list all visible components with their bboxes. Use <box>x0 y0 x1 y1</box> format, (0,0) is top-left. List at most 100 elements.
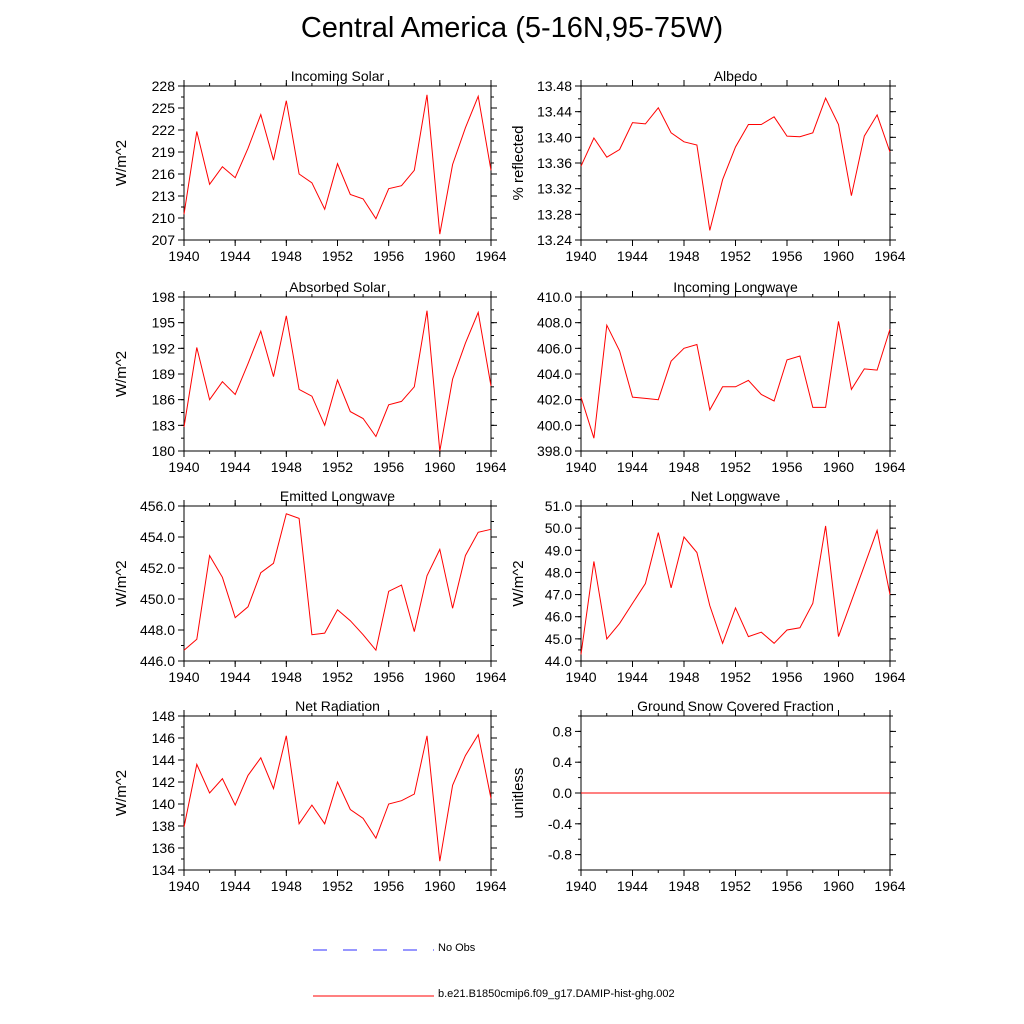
panel-6-ytick-label: 138 <box>152 818 176 834</box>
panel-1-ylabel: % reflected <box>510 125 527 200</box>
panel-4-xtick-label: 1940 <box>168 669 199 685</box>
panel-6-plot-frame <box>183 715 492 871</box>
panel-2-xtick-label: 1948 <box>271 459 302 475</box>
panel-1-xtick-label: 1948 <box>668 248 699 264</box>
panel-7-ytick-label: 0.8 <box>553 723 573 739</box>
legend-label-model: b.e21.B1850cmip6.f09_g17.DAMIP-hist-ghg.… <box>438 988 675 1000</box>
panel-0-ytick-label: 225 <box>152 100 176 116</box>
panel-0-title: Incoming Solar <box>291 68 385 84</box>
panel-6-series-line-0 <box>183 733 492 862</box>
panel-6-title: Net Radiation <box>295 698 380 714</box>
panel-5-xtick-label: 1960 <box>823 669 854 685</box>
panel-3-xtick-label: 1940 <box>565 459 596 475</box>
panel-5-ytick-label: 49.0 <box>545 542 572 558</box>
panel-5-ytick-label: 48.0 <box>545 564 572 580</box>
panel-1-ytick-label: 13.28 <box>537 206 572 222</box>
panel-0-xtick-label: 1948 <box>271 248 302 264</box>
panel-3-title: Incoming Longwave <box>673 279 798 295</box>
panel-5-ytick-label: 50.0 <box>545 520 572 536</box>
panel-0-ylabel: W/m^2 <box>113 140 130 186</box>
panel-1-xtick-label: 1960 <box>823 248 854 264</box>
page-title: Central America (5-16N,95-75W) <box>300 12 724 44</box>
panel-4-xtick-label: 1952 <box>322 669 353 685</box>
panel-2-ytick-label: 192 <box>152 340 176 356</box>
panel-1-xtick-label: 1952 <box>720 248 751 264</box>
panel-1-title: Albedo <box>714 68 758 84</box>
panel-0-xtick-label: 1944 <box>220 248 251 264</box>
panel-7-ytick-label: -0.8 <box>548 847 572 863</box>
panel-3-ytick-label: 398.0 <box>537 443 572 459</box>
panel-2-xtick-label: 1952 <box>322 459 353 475</box>
panel-1-xtick-label: 1940 <box>565 248 596 264</box>
panel-2-ytick-label: 195 <box>152 315 176 331</box>
panel-1-ytick-label: 13.36 <box>537 155 572 171</box>
panel-3-ytick-label: 408.0 <box>537 315 572 331</box>
panel-5-ylabel: W/m^2 <box>510 560 527 606</box>
panel-6-ytick-label: 144 <box>152 752 176 768</box>
panel-1-ytick-label: 13.32 <box>537 181 572 197</box>
panel-1-ytick-label: 13.24 <box>537 232 572 248</box>
panel-1-series-line-0 <box>580 96 891 231</box>
panel-5-ytick-label: 44.0 <box>545 653 572 669</box>
panel-5-series-line-0 <box>580 525 891 655</box>
panel-4-ytick-label: 448.0 <box>140 622 175 638</box>
legend-entry-model: b.e21.B1850cmip6.f09_g17.DAMIP-hist-ghg.… <box>310 986 1010 1006</box>
panel-6-ytick-label: 140 <box>152 796 176 812</box>
panel-1-ytick-label: 13.44 <box>537 104 572 120</box>
panel-1-xtick-label: 1964 <box>874 248 905 264</box>
panel-0-xtick-label: 1940 <box>168 248 199 264</box>
panel-4-ytick-label: 454.0 <box>140 529 175 545</box>
panel-3-series-line-0 <box>580 321 891 439</box>
panel-6-xtick-label: 1960 <box>424 878 455 894</box>
panel-4-plot-frame <box>183 505 492 662</box>
panel-7-xtick-label: 1960 <box>823 878 854 894</box>
panel-5-xtick-label: 1940 <box>565 669 596 685</box>
panel-0-ytick-label: 228 <box>152 78 176 94</box>
panel-2-ytick-label: 183 <box>152 417 176 433</box>
panel-5-ytick-label: 46.0 <box>545 609 572 625</box>
panel-0-xtick-label: 1952 <box>322 248 353 264</box>
panel-5-xtick-label: 1964 <box>874 669 905 685</box>
panel-5-title: Net Longwave <box>691 488 781 504</box>
panel-7-ytick-label: -0.4 <box>548 816 572 832</box>
panel-1-xtick-label: 1944 <box>617 248 648 264</box>
legend-line-solid <box>313 995 434 997</box>
panel-3-xtick-label: 1956 <box>771 459 802 475</box>
panel-5-xtick-label: 1956 <box>771 669 802 685</box>
legend-line-dashed <box>313 949 434 951</box>
panel-0-xtick-label: 1960 <box>424 248 455 264</box>
panel-2-ytick-label: 189 <box>152 366 176 382</box>
panel-7-ytick-label: 0.0 <box>553 785 573 801</box>
panel-2-xtick-label: 1964 <box>475 459 506 475</box>
panel-0-ytick-label: 213 <box>152 188 176 204</box>
panel-0-xtick-label: 1964 <box>475 248 506 264</box>
panel-3-xtick-label: 1944 <box>617 459 648 475</box>
panel-0-ytick-label: 207 <box>152 232 176 248</box>
panel-2-title: Absorbed Solar <box>289 279 386 295</box>
panel-6-xtick-label: 1964 <box>475 878 506 894</box>
panel-5-xtick-label: 1944 <box>617 669 648 685</box>
panel-7-xtick-label: 1964 <box>874 878 905 894</box>
panel-4-ytick-label: 450.0 <box>140 591 175 607</box>
panel-2-xtick-label: 1956 <box>373 459 404 475</box>
panel-7-xtick-label: 1940 <box>565 878 596 894</box>
panel-5-plot-frame <box>580 505 891 662</box>
panel-4-xtick-label: 1948 <box>271 669 302 685</box>
panel-7-xtick-label: 1956 <box>771 878 802 894</box>
panel-4-xtick-label: 1944 <box>220 669 251 685</box>
panel-1-xtick-label: 1956 <box>771 248 802 264</box>
panel-6-xtick-label: 1948 <box>271 878 302 894</box>
panel-0-ytick-label: 219 <box>152 144 176 160</box>
panel-3-xtick-label: 1952 <box>720 459 751 475</box>
panel-5-xtick-label: 1952 <box>720 669 751 685</box>
panel-6-ylabel: W/m^2 <box>113 770 130 816</box>
panel-7-title: Ground Snow Covered Fraction <box>637 698 834 714</box>
panel-3-ytick-label: 410.0 <box>537 289 572 305</box>
panel-2-xtick-label: 1960 <box>424 459 455 475</box>
legend-entry-obs: No Obs <box>310 940 1010 960</box>
panel-3-xtick-label: 1948 <box>668 459 699 475</box>
panel-5-xtick-label: 1948 <box>668 669 699 685</box>
panel-0-xtick-label: 1956 <box>373 248 404 264</box>
panel-4-xtick-label: 1960 <box>424 669 455 685</box>
